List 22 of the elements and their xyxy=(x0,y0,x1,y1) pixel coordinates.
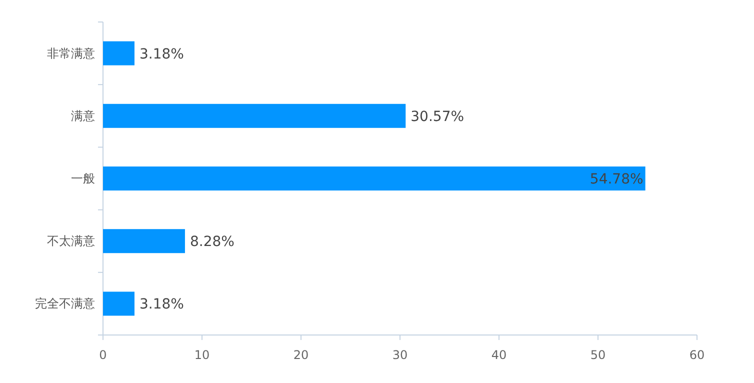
data-label: 30.57% xyxy=(410,108,464,125)
y-tick-label: 完全不满意 xyxy=(35,296,95,311)
y-tick-label: 满意 xyxy=(71,108,95,123)
y-tick-label: 一般 xyxy=(71,172,95,186)
x-tick-label: 0 xyxy=(99,348,107,362)
x-tick-label: 10 xyxy=(194,348,210,362)
x-tick-label: 40 xyxy=(491,348,507,362)
data-label: 3.18% xyxy=(139,296,184,313)
x-tick-label: 60 xyxy=(689,348,705,362)
data-label: 54.78% xyxy=(590,172,644,188)
y-tick-label: 非常满意 xyxy=(47,46,95,60)
bar xyxy=(103,166,646,190)
y-tick-label: 不太满意 xyxy=(47,234,95,248)
x-tick-label: 50 xyxy=(590,348,606,362)
data-label: 3.18% xyxy=(139,46,184,62)
bar xyxy=(103,292,134,316)
x-tick-label: 20 xyxy=(293,348,309,362)
bar xyxy=(103,104,406,128)
bar xyxy=(103,41,134,66)
data-label: 8.28% xyxy=(190,234,234,250)
bar xyxy=(103,229,185,254)
x-tick-label: 30 xyxy=(392,348,408,362)
